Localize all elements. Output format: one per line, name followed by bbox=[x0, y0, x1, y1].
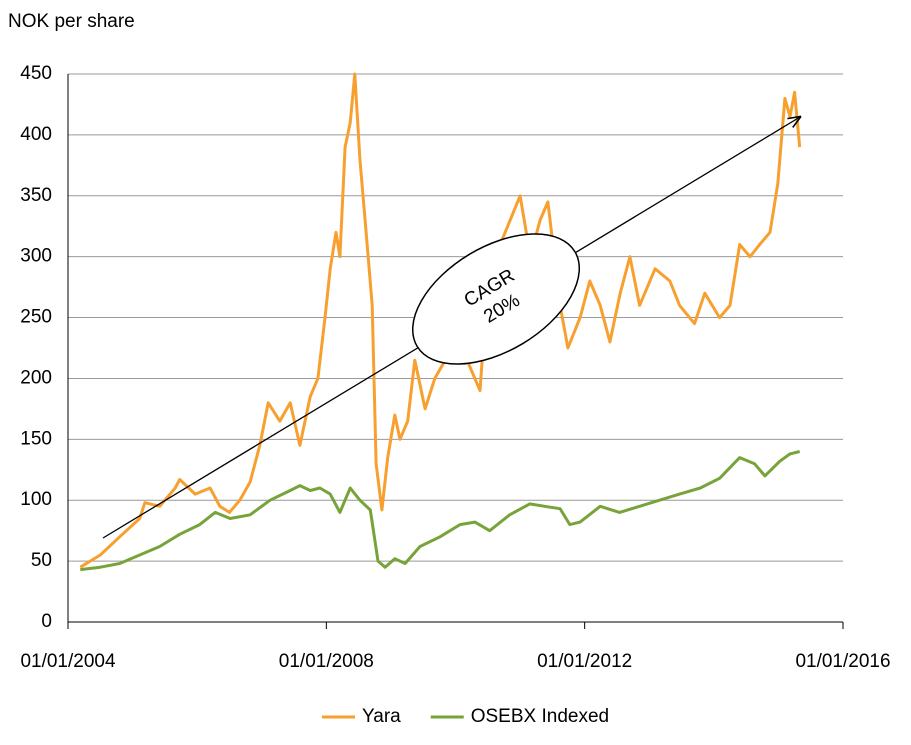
x-tick-label: 01/01/2004 bbox=[20, 651, 116, 672]
y-tick-label: 0 bbox=[41, 611, 52, 632]
series-line bbox=[80, 450, 801, 572]
ellipse bbox=[411, 233, 581, 365]
y-tick-label: 200 bbox=[20, 367, 52, 388]
y-tick-label: 100 bbox=[20, 489, 52, 510]
y-tick-label: 450 bbox=[20, 63, 52, 84]
legend-label: OSEBX Indexed bbox=[471, 706, 609, 727]
y-tick-label: 50 bbox=[31, 550, 52, 571]
y-tick-label: 350 bbox=[20, 185, 52, 206]
x-tick-label: 01/01/2008 bbox=[279, 651, 374, 672]
y-tick-label: 400 bbox=[20, 124, 52, 145]
annotation: CAGR 20% bbox=[102, 117, 800, 539]
y-tick-label: 300 bbox=[20, 246, 52, 267]
legend-label: Yara bbox=[362, 706, 401, 727]
y-tick-label: 150 bbox=[20, 428, 52, 449]
series-line bbox=[79, 72, 802, 569]
x-tick-label: 01/01/2012 bbox=[537, 651, 632, 672]
y-axis-label: NOK per share bbox=[8, 11, 135, 32]
y-tick-label: 250 bbox=[20, 307, 52, 328]
x-tick-label: 01/01/2016 bbox=[795, 651, 890, 672]
